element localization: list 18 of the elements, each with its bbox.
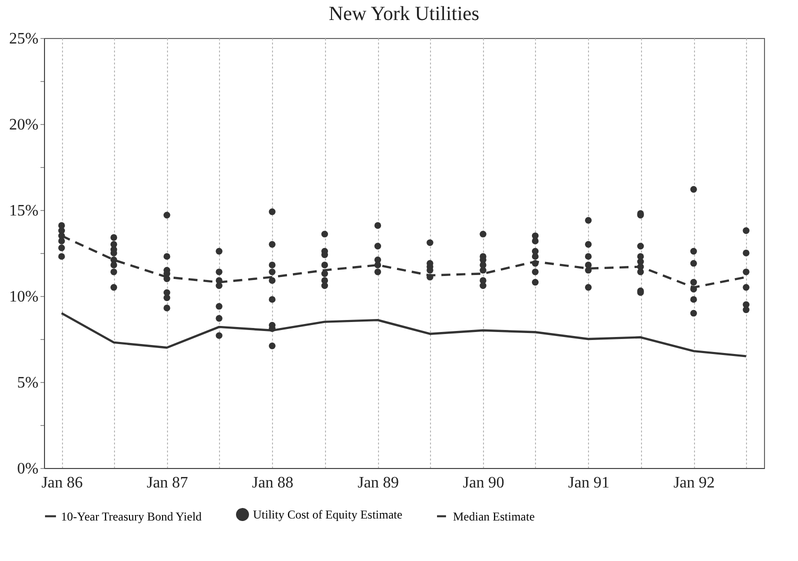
- y-tick-label: 0%: [17, 460, 38, 478]
- y-tick-label: 10%: [9, 288, 38, 306]
- line-series: [60, 312, 748, 358]
- x-tick-label: Jan 90: [462, 474, 504, 492]
- y-tick-label: 25%: [9, 30, 38, 48]
- x-tick-label: Jan 87: [146, 474, 188, 492]
- legend-label: 10-Year Treasury Bond Yield: [61, 509, 202, 524]
- x-tick-label: Jan 88: [252, 474, 294, 492]
- y-tick-label: 5%: [17, 374, 38, 392]
- legend-label: Utility Cost of Equity Estimate: [253, 508, 402, 522]
- chart-title: New York Utilities: [328, 3, 480, 25]
- x-tick-label: Jan 86: [41, 474, 83, 492]
- y-tick-label: 20%: [9, 116, 38, 134]
- legend-label: Median Estimate: [453, 509, 535, 524]
- x-tick-label: Jan 89: [358, 474, 399, 492]
- x-tick-label: Jan 92: [673, 474, 715, 492]
- y-tick-label: 15%: [9, 202, 38, 220]
- x-tick-label: Jan 91: [568, 474, 610, 492]
